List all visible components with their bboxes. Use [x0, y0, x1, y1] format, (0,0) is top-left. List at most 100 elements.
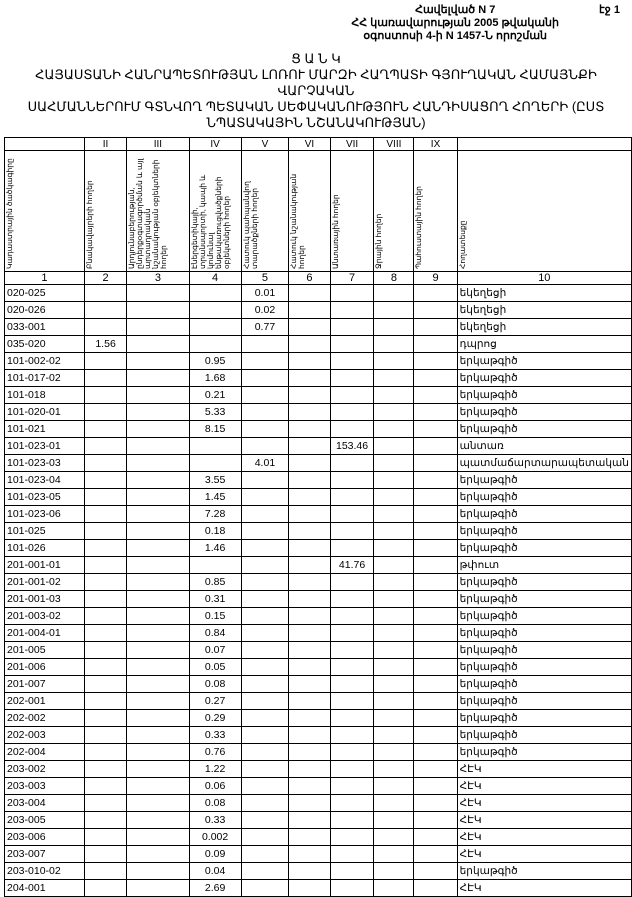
land-type-cell: երկաթգիծ: [456, 641, 632, 659]
area-cell: [288, 709, 331, 727]
area-cell: [373, 403, 415, 421]
table-row: 203-004 0.08 ՀԷԿ: [4, 794, 632, 812]
land-type-cell: երկաթգիծ: [456, 471, 632, 489]
header-cell: IX: [413, 137, 458, 151]
area-cell: [329, 352, 375, 370]
area-cell: [83, 437, 128, 455]
area-cell: [413, 845, 458, 863]
area-cell: [240, 777, 290, 795]
area-cell: [240, 641, 290, 659]
area-cell: [83, 743, 128, 761]
area-cell: [126, 301, 190, 319]
code-cell: 201-001-02: [4, 573, 85, 591]
area-cell: [413, 607, 458, 625]
area-cell: 0.05: [188, 658, 242, 676]
land-type-cell: երկաթգիծ: [456, 624, 632, 642]
area-cell: [288, 522, 331, 540]
area-cell: [373, 641, 415, 659]
area-cell: [126, 590, 190, 608]
area-cell: [288, 352, 331, 370]
code-cell: 201-007: [4, 675, 85, 693]
table-row: 203-010-02 0.04 երկաթգիծ: [4, 862, 632, 880]
table-row: 101-021 8.15 երկաթգիծ: [4, 420, 632, 438]
column-header: Բնակավայրերի հողեր: [84, 180, 94, 269]
area-cell: [126, 777, 190, 795]
area-cell: [83, 879, 128, 897]
area-cell: [83, 318, 128, 336]
table-row: 202-001 0.27 երկաթգիծ: [4, 692, 632, 710]
table-row: 201-005 0.07 երկաթգիծ: [4, 641, 632, 659]
header-cell: [4, 137, 85, 151]
table-row: 101-023-04 3.55 երկաթգիծ: [4, 471, 632, 489]
area-cell: [413, 556, 458, 574]
area-cell: 0.27: [188, 692, 242, 710]
area-cell: [373, 386, 415, 404]
area-cell: [126, 471, 190, 489]
land-type-cell: թփուտ: [456, 556, 632, 574]
area-cell: 7.28: [188, 505, 242, 523]
area-cell: [329, 335, 375, 353]
land-type-cell: դպրոց: [456, 335, 632, 353]
area-cell: [413, 369, 458, 387]
area-cell: [83, 471, 128, 489]
area-cell: 153.46: [329, 437, 375, 455]
area-cell: [413, 488, 458, 506]
column-header: Անտառային հողեր: [330, 194, 340, 269]
area-cell: [288, 488, 331, 506]
area-cell: [288, 607, 331, 625]
area-cell: [126, 539, 190, 557]
header-cell: V: [240, 137, 290, 151]
area-cell: 1.45: [188, 488, 242, 506]
area-cell: [413, 777, 458, 795]
document-title: Ց Ա Ն Կ ՀԱՅԱՍՏԱՆԻ ՀԱՆՐԱՊԵՏՈՒԹՅԱՆ ԼՈՌՈՒ Մ…: [0, 51, 632, 131]
title-line: ՍԱՀՄԱՆՆԵՐՈՒՄ ԳՏՆՎՈՂ ՊԵՏԱԿԱՆ ՍԵՓԱԿԱՆՈՒԹՅՈ…: [27, 99, 605, 114]
area-cell: [126, 658, 190, 676]
title-line: ՀԱՅԱՍՏԱՆԻ ՀԱՆՐԱՊԵՏՈՒԹՅԱՆ ԼՈՌՈՒ ՄԱՐԶԻ ՀԱՂ…: [35, 67, 597, 98]
area-cell: [373, 709, 415, 727]
column-header-row: Կադաստրային ծածկագիրը Բնակավայրերի հողեր Ա…: [4, 150, 632, 272]
area-cell: 0.21: [188, 386, 242, 404]
code-cell: 101-025: [4, 522, 85, 540]
area-cell: [126, 692, 190, 710]
area-cell: [373, 488, 415, 506]
table-row: 203-005 0.33 ՀԷԿ: [4, 811, 632, 829]
area-cell: 1.56: [83, 335, 128, 353]
area-cell: [240, 794, 290, 812]
header-cell: Հողատեսքը: [456, 150, 632, 272]
area-cell: [83, 777, 128, 795]
header-cell: 3: [126, 271, 190, 285]
area-cell: [126, 862, 190, 880]
area-cell: [126, 522, 190, 540]
table-row: 204-001 2.69 ՀԷԿ: [4, 879, 632, 897]
area-cell: [240, 828, 290, 846]
header-cell: Կադաստրային ծածկագիրը: [4, 150, 85, 272]
header-cell: 9: [413, 271, 458, 285]
code-cell: 033-001: [4, 318, 85, 336]
area-cell: [329, 420, 375, 438]
area-cell: [329, 318, 375, 336]
area-cell: [83, 641, 128, 659]
land-type-cell: անտառ: [456, 437, 632, 455]
column-header: Հատուկ նշանակության հողեր: [289, 173, 307, 269]
area-cell: [329, 777, 375, 795]
area-cell: [126, 556, 190, 574]
area-cell: [373, 658, 415, 676]
area-cell: [329, 845, 375, 863]
area-cell: [288, 845, 331, 863]
area-cell: [373, 573, 415, 591]
header-cell: 1: [4, 271, 85, 285]
area-cell: [373, 590, 415, 608]
land-type-cell: երկաթգիծ: [456, 590, 632, 608]
code-cell: 201-001-03: [4, 590, 85, 608]
area-cell: [329, 641, 375, 659]
area-cell: 0.15: [188, 607, 242, 625]
area-cell: [413, 709, 458, 727]
area-cell: [288, 386, 331, 404]
area-cell: [329, 743, 375, 761]
area-cell: [329, 692, 375, 710]
area-cell: [188, 437, 242, 455]
area-cell: [373, 760, 415, 778]
area-cell: [126, 386, 190, 404]
area-cell: [288, 369, 331, 387]
land-type-cell: պատմաճարտարապետական: [456, 454, 632, 472]
